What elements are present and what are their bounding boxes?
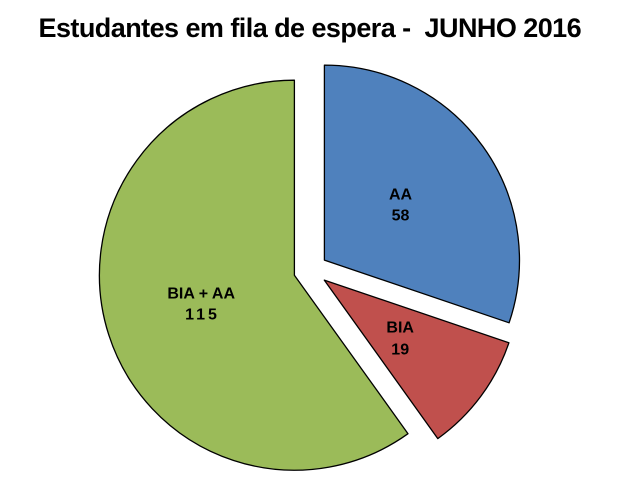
svg-text:BIA: BIA — [386, 319, 414, 336]
svg-text:BIA + AA: BIA + AA — [167, 286, 235, 303]
svg-text:Estudantes em fila de espera -: Estudantes em fila de espera - JUNHO 201… — [38, 13, 581, 43]
svg-text:115: 115 — [185, 307, 220, 324]
svg-text:19: 19 — [391, 342, 409, 359]
svg-text:58: 58 — [392, 208, 410, 225]
svg-text:AA: AA — [389, 186, 413, 203]
